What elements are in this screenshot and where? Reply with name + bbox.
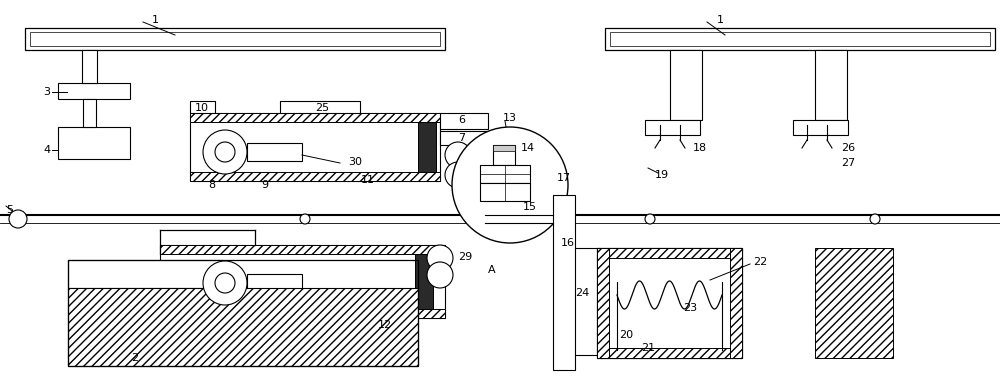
Bar	[597, 348, 742, 358]
Bar	[610, 32, 990, 46]
Text: 20: 20	[619, 330, 633, 340]
Bar	[58, 83, 130, 99]
Bar	[670, 50, 702, 120]
Text: 12: 12	[378, 320, 392, 330]
Bar	[190, 172, 440, 181]
Circle shape	[215, 142, 235, 162]
Circle shape	[215, 273, 235, 293]
Circle shape	[9, 210, 27, 228]
Text: 15: 15	[523, 202, 537, 212]
Bar	[68, 260, 223, 288]
Bar	[247, 143, 302, 161]
Text: 18: 18	[693, 143, 707, 153]
Text: 17: 17	[557, 173, 571, 183]
Text: 5: 5	[7, 205, 14, 215]
Bar	[190, 113, 440, 181]
Bar	[480, 165, 530, 183]
Text: 6: 6	[458, 115, 466, 125]
Bar	[25, 28, 445, 50]
Text: 8: 8	[208, 180, 216, 190]
Text: 1: 1	[152, 15, 158, 25]
Bar	[83, 99, 96, 127]
Bar	[538, 191, 558, 201]
Text: 2: 2	[131, 353, 139, 363]
Circle shape	[870, 214, 880, 224]
Text: 9: 9	[261, 180, 269, 190]
Text: 22: 22	[753, 257, 767, 267]
Bar	[493, 145, 515, 151]
Circle shape	[203, 130, 247, 174]
Text: 14: 14	[521, 143, 535, 153]
Bar	[190, 113, 440, 122]
Bar	[730, 248, 742, 358]
Bar	[418, 122, 436, 172]
Bar	[605, 28, 995, 50]
Bar	[58, 127, 130, 159]
Bar	[160, 309, 445, 318]
Bar	[597, 248, 609, 358]
Bar	[440, 113, 488, 129]
Bar	[597, 248, 742, 358]
Circle shape	[645, 214, 655, 224]
Bar	[538, 178, 558, 191]
Bar	[597, 248, 742, 258]
Text: 24: 24	[575, 288, 589, 298]
Text: 26: 26	[841, 143, 855, 153]
Bar	[160, 245, 445, 254]
Text: 27: 27	[841, 158, 855, 168]
Bar	[280, 101, 360, 113]
Bar	[645, 120, 700, 135]
Bar	[82, 50, 97, 83]
Circle shape	[452, 127, 568, 243]
Bar	[440, 131, 488, 145]
Circle shape	[427, 245, 453, 271]
Text: 25: 25	[315, 103, 329, 113]
Text: 1: 1	[716, 15, 724, 25]
Bar	[553, 195, 575, 370]
Bar	[68, 288, 418, 366]
Bar	[350, 295, 415, 333]
Circle shape	[445, 162, 471, 188]
Bar	[190, 101, 215, 113]
Bar	[68, 260, 418, 366]
Text: 7: 7	[458, 133, 466, 143]
Bar	[30, 32, 440, 46]
Bar	[480, 183, 530, 201]
Text: 30: 30	[348, 157, 362, 167]
Circle shape	[445, 142, 471, 168]
Text: 4: 4	[43, 145, 51, 155]
Text: 21: 21	[641, 343, 655, 353]
Text: 13: 13	[503, 113, 517, 123]
Text: 10: 10	[195, 103, 209, 113]
Text: 29: 29	[458, 252, 472, 262]
Text: 23: 23	[683, 303, 697, 313]
Bar	[793, 120, 848, 135]
Circle shape	[427, 262, 453, 288]
Bar	[493, 145, 515, 165]
Circle shape	[203, 261, 247, 305]
Text: 3: 3	[44, 87, 50, 97]
Bar	[415, 254, 433, 309]
Text: 11: 11	[361, 175, 375, 185]
Text: 16: 16	[561, 238, 575, 248]
Circle shape	[300, 214, 310, 224]
Bar	[247, 274, 302, 292]
Bar	[815, 50, 847, 120]
Text: 19: 19	[655, 170, 669, 180]
Text: A: A	[488, 265, 496, 275]
Bar	[160, 245, 445, 318]
Bar	[815, 248, 893, 358]
